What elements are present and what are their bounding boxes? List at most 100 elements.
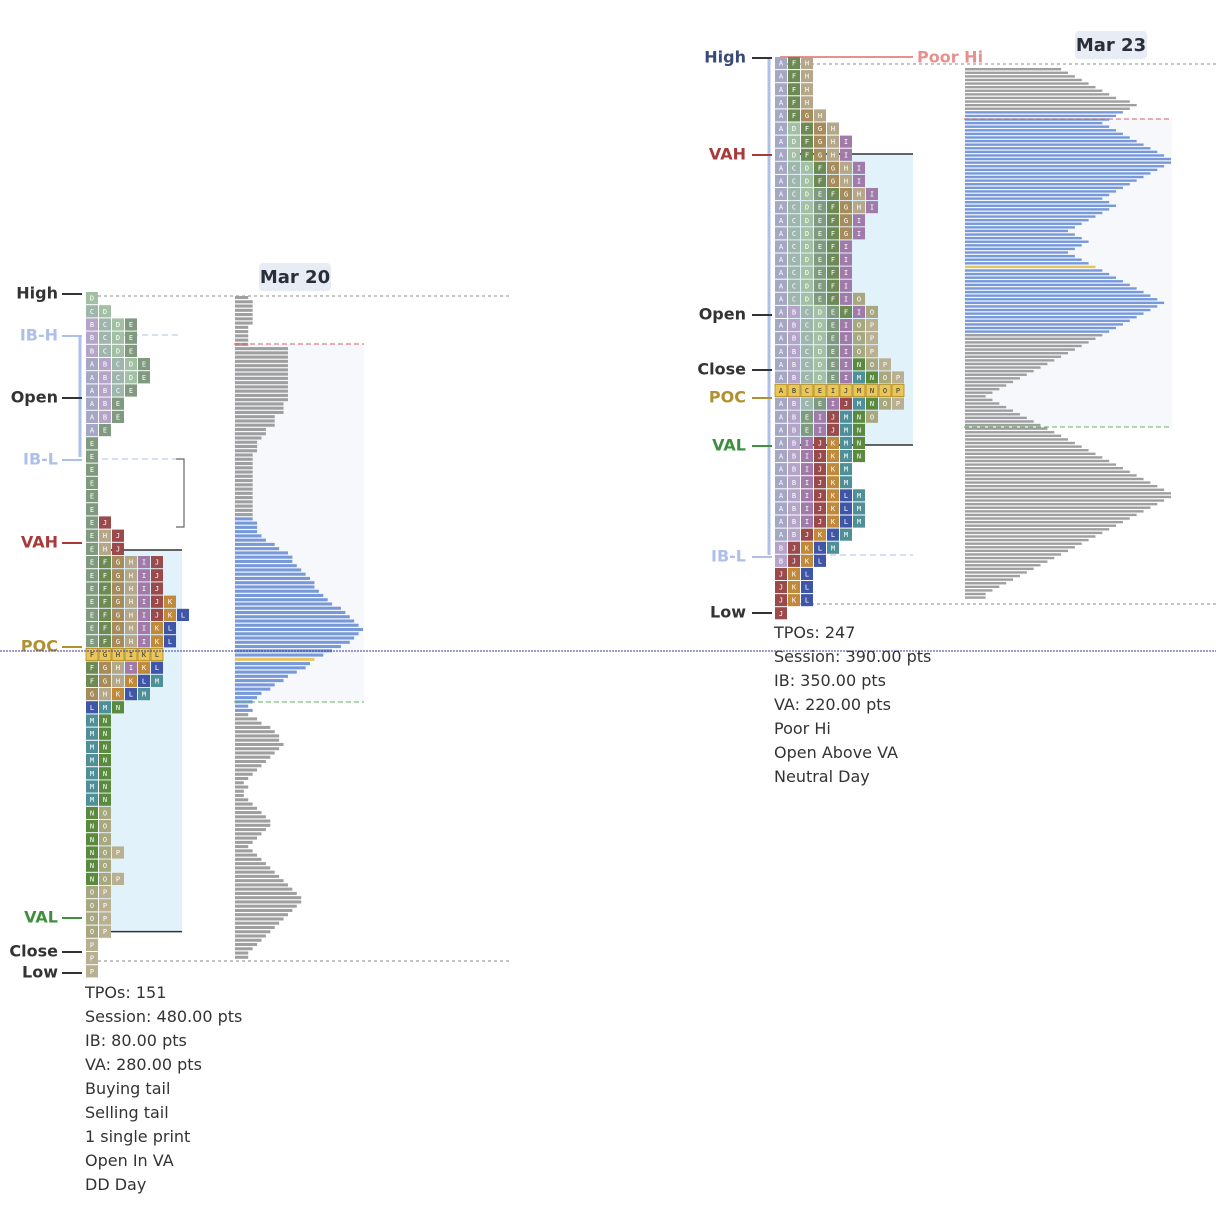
profile-bar	[235, 942, 258, 947]
profile-bar	[235, 679, 284, 683]
tpo-cell-J	[788, 554, 800, 567]
profile-bar	[235, 453, 253, 457]
tpo-letter: J	[116, 532, 120, 540]
tpo-cell-E	[814, 188, 826, 201]
tpo-cell-I	[840, 253, 852, 266]
tpo-letter: E	[831, 322, 835, 330]
profile-bar	[235, 308, 253, 312]
tpo-letter: J	[844, 387, 848, 395]
tpo-cell-F	[788, 83, 800, 96]
tpo-letter: P	[870, 322, 874, 330]
tpo-letter: I	[805, 492, 809, 500]
tpo-letter: O	[883, 374, 887, 382]
tpo-cell-O	[99, 872, 111, 885]
tpo-letter: E	[818, 400, 822, 408]
profile-bar	[965, 459, 1110, 463]
tpo-cell-H	[827, 122, 839, 135]
tpo-letter: E	[142, 374, 146, 382]
tpo-letter: I	[129, 664, 133, 672]
tpo-cell-H	[125, 595, 137, 608]
tpo-cell-N	[853, 358, 865, 371]
profile-bar	[965, 341, 1089, 344]
tpo-cell-I	[866, 201, 878, 214]
tpo-letter: H	[116, 664, 120, 672]
tpo-letter: K	[831, 492, 836, 500]
tpo-cell-E	[827, 305, 839, 318]
tpo-cell-M	[138, 688, 150, 701]
tpo-cell-O	[866, 358, 878, 371]
tpo-cell-E	[125, 331, 137, 344]
profile-bar	[965, 542, 1082, 545]
tpo-letter: N	[116, 704, 120, 712]
tpo-letter: A	[779, 230, 784, 238]
tpo-cell-J	[775, 567, 787, 580]
tpo-letter: L	[844, 518, 848, 526]
profile-bar	[965, 254, 1075, 258]
tpo-cell-P	[99, 912, 111, 925]
tpo-letter: C	[805, 361, 809, 369]
profile-bar	[235, 832, 262, 836]
tpo-letter: M	[90, 796, 94, 804]
profile-bar	[235, 730, 275, 734]
tpo-cell-N	[865, 384, 879, 398]
tpo-letter: P	[90, 941, 94, 949]
tpo-letter: B	[779, 557, 783, 565]
tpo-letter: E	[129, 321, 133, 329]
profile-bar	[965, 272, 1110, 276]
tpo-letter: J	[831, 426, 835, 434]
tpo-letter: D	[116, 347, 120, 355]
profile-bar	[965, 449, 1089, 452]
tpo-cell-J	[840, 397, 852, 410]
tpo-letter: L	[168, 625, 172, 633]
tpo-cell-J	[814, 502, 826, 515]
tpo-cell-G	[99, 674, 111, 687]
tpo-cell-F	[827, 266, 839, 279]
profile-bar	[235, 704, 249, 708]
tpo-cell-L	[814, 541, 826, 554]
tpo-cell-C	[801, 305, 813, 318]
tpo-letter: M	[831, 544, 835, 552]
tpo-letter: L	[155, 664, 159, 672]
profile-bar	[235, 934, 266, 938]
tpo-letter: A	[779, 426, 784, 434]
tpo-letter: B	[792, 413, 796, 421]
tpo-cell-E	[86, 529, 98, 542]
tpo-letter: J	[155, 611, 159, 619]
tpo-letter: K	[792, 584, 797, 592]
tpo-cell-F	[827, 214, 839, 227]
tpo-cell-D	[801, 266, 813, 279]
tpo-letter: M	[857, 387, 861, 395]
tpo-cell-C	[112, 384, 124, 397]
tpo-cell-C	[99, 318, 111, 331]
tpo-letter: B	[792, 518, 796, 526]
tpo-cell-E	[86, 595, 98, 608]
tpo-letter: A	[779, 204, 784, 212]
profile-bar	[965, 244, 1082, 247]
profile-bar	[235, 955, 249, 959]
tpo-cell-P	[86, 965, 98, 978]
profile-bar	[965, 103, 1137, 107]
tpo-cell-L	[801, 567, 813, 580]
tpo-cell-B	[788, 358, 800, 371]
tpo-cell-D	[125, 358, 137, 371]
tpo-cell-C	[801, 358, 813, 371]
tpo-letter: E	[90, 506, 94, 514]
profile-bar	[235, 449, 258, 453]
tpo-letter: M	[90, 743, 94, 751]
profile-bar	[235, 530, 258, 534]
tpo-cell-G	[112, 622, 124, 635]
tpo-cell-B	[99, 384, 111, 397]
tpo-cell-L	[86, 701, 98, 714]
profile-bar	[965, 125, 1110, 128]
tpo-letter: G	[116, 572, 120, 580]
profile-bar	[965, 405, 1007, 409]
profile-bar	[965, 165, 1165, 168]
tpo-letter: L	[844, 505, 848, 513]
tpo-cell-F	[827, 188, 839, 201]
tpo-letter: O	[103, 862, 107, 870]
tpo-cell-L	[840, 502, 852, 515]
tpo-cell-M	[827, 541, 839, 554]
tpo-letter: I	[142, 598, 146, 606]
tpo-letter: E	[103, 427, 107, 435]
profile-bar	[235, 811, 262, 815]
